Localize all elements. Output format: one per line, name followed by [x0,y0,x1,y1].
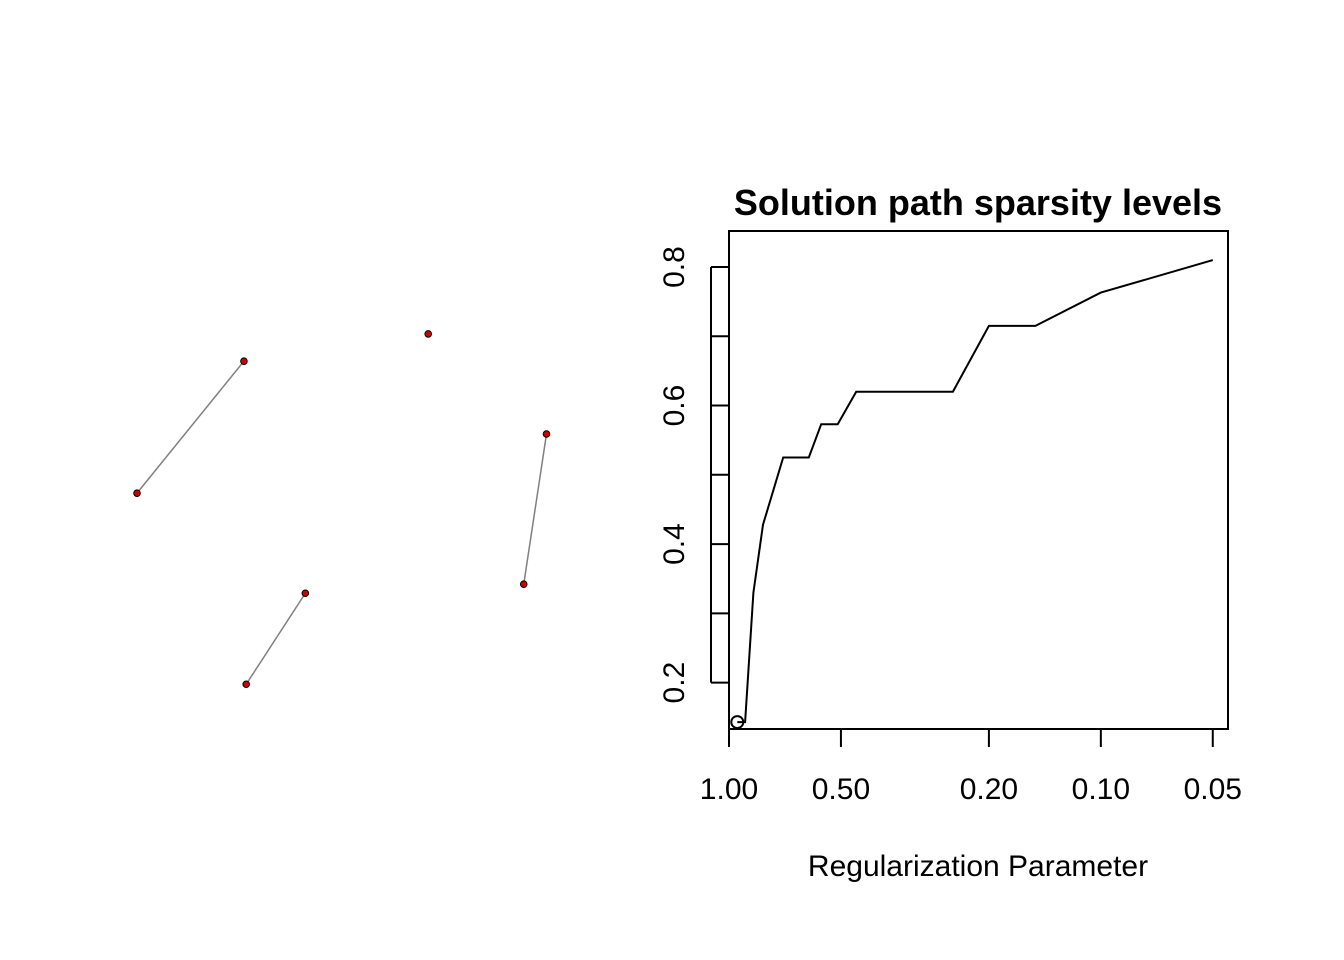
network-graph [133,330,551,689]
series-layer [730,259,1214,730]
network-edge [523,433,548,585]
x-tick-label: 0.10 [1072,773,1130,806]
network-node [542,430,551,438]
x-axis: 1.00 0.50 0.20 0.10 0.05 [700,728,1242,806]
network-edge [136,360,245,494]
x-tick-label: 0.20 [960,773,1018,806]
x-tick-label: 0.50 [812,773,870,806]
y-tick-label: 0.6 [658,385,691,427]
sparsity-plot: Solution path sparsity levels 1.00 0.50 0.… [658,182,1242,883]
y-axis: 0.2 0.4 0.6 0.8 [658,246,729,703]
network-node [301,589,310,598]
plot-frame [728,230,1229,730]
network-node [133,489,141,497]
network-node [242,680,250,689]
x-tick-label: 1.00 [700,773,758,806]
x-tick-label: 0.05 [1184,773,1242,806]
network-node [519,580,528,588]
network-edge [245,592,306,685]
y-tick-label: 0.8 [658,246,691,288]
y-tick-label: 0.4 [658,523,691,565]
chart-title: Solution path sparsity levels [734,182,1222,223]
x-axis-title: Regularization Parameter [808,850,1148,883]
network-node [424,330,433,338]
start-point-marker [730,715,745,730]
y-tick-label: 0.2 [658,662,691,704]
series-line [737,259,1214,724]
network-node [240,357,248,366]
